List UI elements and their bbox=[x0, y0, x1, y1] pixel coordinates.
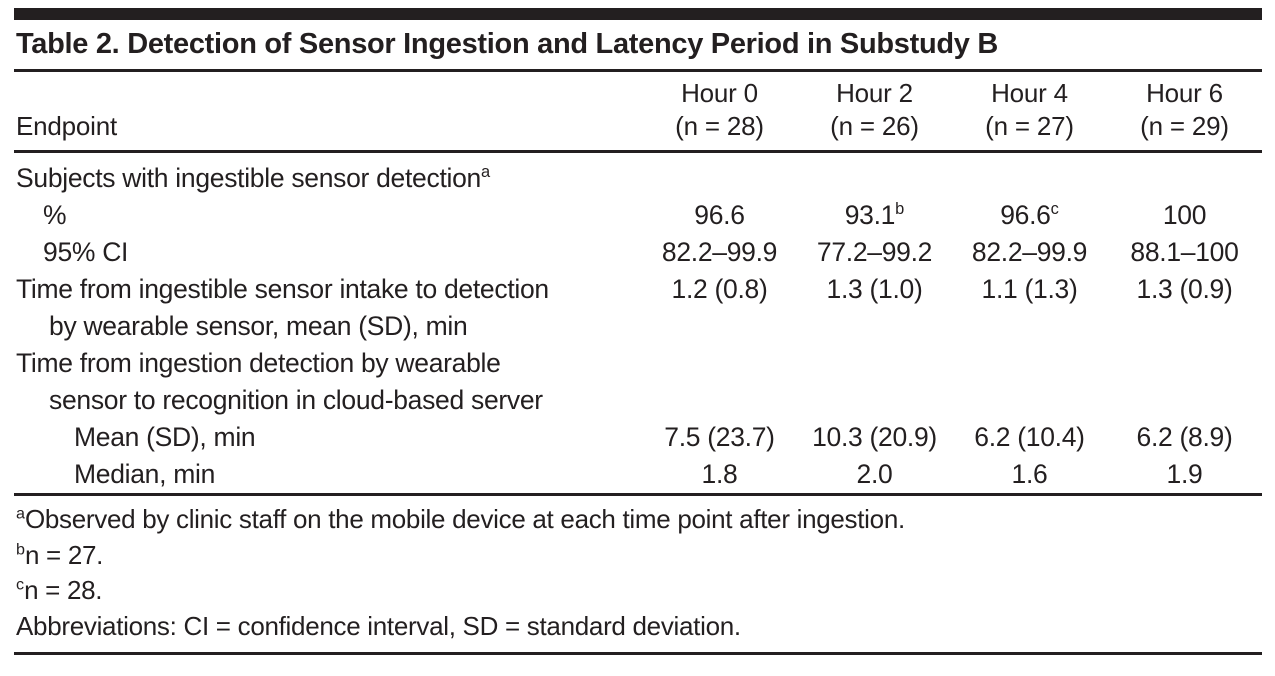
footnote-a: aObserved by clinic staff on the mobile … bbox=[16, 504, 905, 534]
footnotes-divider bbox=[14, 493, 1262, 496]
column-header-hour6: Hour 6 (n = 29) bbox=[1107, 72, 1262, 153]
value-cell bbox=[797, 152, 952, 198]
footnote-marker: c bbox=[16, 575, 25, 594]
table-header: Endpoint Hour 0 (n = 28) Hour 2 (n = 26)… bbox=[14, 72, 1262, 153]
table-row-median: Median, min 1.8 2.0 1.6 1.9 bbox=[14, 456, 1262, 493]
footnote-c: cn = 28. bbox=[16, 575, 103, 605]
value-cell bbox=[642, 345, 797, 419]
value-cell: 10.3 (20.9) bbox=[812, 422, 937, 452]
row-label: Time from ingestible sensor intake to de… bbox=[16, 274, 549, 304]
top-border-bar bbox=[14, 8, 1262, 20]
endpoint-cell: Mean (SD), min bbox=[14, 419, 642, 456]
bottom-border bbox=[14, 652, 1262, 655]
endpoint-cell: 95% CI bbox=[14, 234, 642, 271]
row-label: % bbox=[43, 200, 67, 230]
data-table: Endpoint Hour 0 (n = 28) Hour 2 (n = 26)… bbox=[14, 72, 1262, 493]
value-cell: 82.2–99.9 bbox=[971, 237, 1088, 267]
value-cell: 93.1b bbox=[844, 200, 905, 230]
table-row-ci: 95% CI 82.2–99.9 77.2–99.2 82.2–99.9 88.… bbox=[14, 234, 1262, 271]
row-label: Time from ingestion detection by wearabl… bbox=[16, 348, 501, 378]
value-cell bbox=[952, 152, 1107, 198]
value-cell: 1.3 (1.0) bbox=[826, 274, 923, 304]
footnote-marker: a bbox=[16, 504, 25, 523]
value-cell: 100 bbox=[1162, 200, 1207, 230]
table-row-mean-sd: Mean (SD), min 7.5 (23.7) 10.3 (20.9) 6.… bbox=[14, 419, 1262, 456]
row-label: 95% CI bbox=[43, 237, 129, 267]
row-label-continued: by wearable sensor, mean (SD), min bbox=[49, 311, 468, 341]
value-cell bbox=[1107, 345, 1262, 419]
row-label: Subjects with ingestible sensor detectio… bbox=[16, 163, 481, 193]
value-cell: 1.9 bbox=[1166, 459, 1203, 489]
endpoint-cell: Subjects with ingestible sensor detectio… bbox=[14, 152, 642, 198]
hour-label: Hour 6 bbox=[1146, 78, 1223, 108]
value-cell: 1.8 bbox=[701, 459, 738, 489]
table-row-section-detection: Subjects with ingestible sensor detectio… bbox=[14, 152, 1262, 198]
footnote-b: bn = 27. bbox=[16, 539, 104, 570]
n-label: (n = 26) bbox=[830, 111, 919, 141]
value-cell bbox=[1107, 152, 1262, 198]
value-cell: 7.5 (23.7) bbox=[664, 422, 775, 452]
value-cell: 77.2–99.2 bbox=[816, 237, 933, 267]
value-cell: 6.2 (8.9) bbox=[1136, 422, 1233, 452]
endpoint-cell: Time from ingestible sensor intake to de… bbox=[14, 271, 642, 345]
row-label-continued: sensor to recognition in cloud-based ser… bbox=[49, 385, 543, 415]
value-cell: 2.0 bbox=[856, 459, 893, 489]
value-cell: 1.2 (0.8) bbox=[671, 274, 768, 304]
value-cell bbox=[642, 152, 797, 198]
column-header-endpoint: Endpoint bbox=[14, 72, 642, 153]
hour-label: Hour 2 bbox=[836, 78, 913, 108]
hour-label: Hour 0 bbox=[681, 78, 758, 108]
value-cell: 96.6c bbox=[1000, 200, 1059, 230]
table-row-intake-to-detection: Time from ingestible sensor intake to de… bbox=[14, 271, 1262, 345]
table-figure: Table 2. Detection of Sensor Ingestion a… bbox=[14, 8, 1262, 655]
n-label: (n = 28) bbox=[675, 111, 764, 141]
value-cell: 6.2 (10.4) bbox=[974, 422, 1085, 452]
column-header-hour2: Hour 2 (n = 26) bbox=[797, 72, 952, 153]
footnote-abbreviations: Abbreviations: CI = confidence interval,… bbox=[16, 610, 741, 641]
footnote-marker: c bbox=[1050, 200, 1059, 219]
value-cell bbox=[797, 345, 952, 419]
endpoint-cell: Time from ingestion detection by wearabl… bbox=[14, 345, 642, 419]
table-title: Table 2. Detection of Sensor Ingestion a… bbox=[16, 28, 999, 60]
value-cell: 1.6 bbox=[1011, 459, 1048, 489]
table-row-percent: % 96.6 93.1b 96.6c 100 bbox=[14, 197, 1262, 234]
column-header-hour4: Hour 4 (n = 27) bbox=[952, 72, 1107, 153]
title-divider bbox=[14, 69, 1262, 72]
value-cell bbox=[952, 345, 1107, 419]
n-label: (n = 29) bbox=[1140, 111, 1229, 141]
column-header-hour0: Hour 0 (n = 28) bbox=[642, 72, 797, 153]
value-cell: 88.1–100 bbox=[1130, 237, 1239, 267]
endpoint-cell: Median, min bbox=[14, 456, 642, 493]
footnote-marker: b bbox=[16, 539, 25, 558]
value-cell: 82.2–99.9 bbox=[661, 237, 778, 267]
value-cell: 1.1 (1.3) bbox=[981, 274, 1078, 304]
row-label: Mean (SD), min bbox=[74, 422, 256, 452]
value-cell: 1.3 (0.9) bbox=[1136, 274, 1233, 304]
footnotes: aObserved by clinic staff on the mobile … bbox=[14, 496, 1262, 652]
footnote-marker: a bbox=[480, 163, 491, 182]
endpoint-cell: % bbox=[14, 197, 642, 234]
footnote-marker: b bbox=[895, 200, 905, 219]
value-cell: 96.6 bbox=[694, 200, 745, 230]
table-body: Subjects with ingestible sensor detectio… bbox=[14, 152, 1262, 494]
row-label: Median, min bbox=[74, 459, 216, 489]
n-label: (n = 27) bbox=[985, 111, 1074, 141]
hour-label: Hour 4 bbox=[991, 78, 1068, 108]
table-row-section-cloud-latency: Time from ingestion detection by wearabl… bbox=[14, 345, 1262, 419]
